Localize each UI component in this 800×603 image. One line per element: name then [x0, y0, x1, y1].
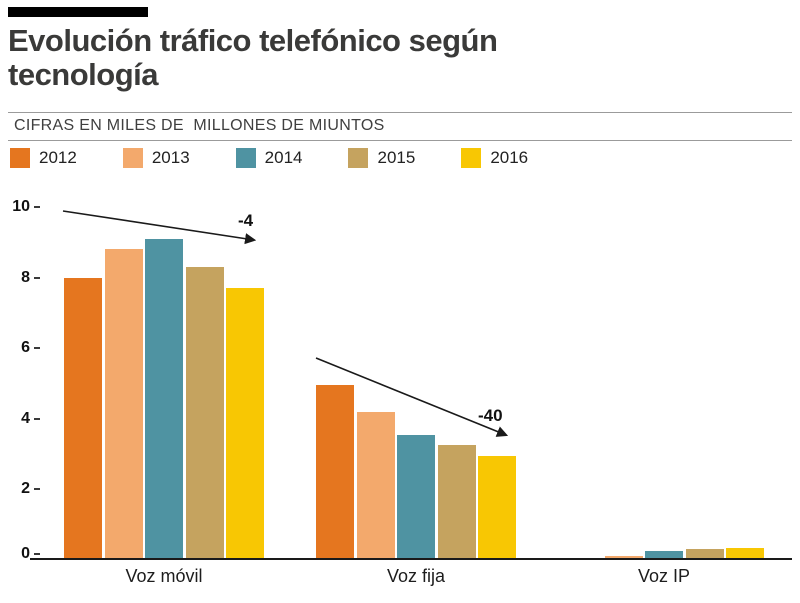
- legend-swatch-icon: [235, 148, 256, 168]
- bar-2014: [397, 434, 435, 560]
- chart-legend: 2012 2013 2014 2015 2016: [10, 148, 528, 168]
- y-axis-tick: 4: [0, 409, 40, 429]
- y-axis-tick: 2: [0, 479, 40, 499]
- legend-swatch-icon: [122, 148, 143, 168]
- x-axis-label: Voz móvil: [125, 566, 203, 586]
- bar-2012: [64, 277, 102, 560]
- divider: [8, 140, 792, 141]
- legend-item-2013: 2013: [122, 148, 190, 168]
- bar-2016: [726, 547, 764, 560]
- y-axis-tick: 8: [0, 268, 40, 288]
- x-axis-label: Voz IP: [637, 566, 691, 586]
- tick-dash-icon: [34, 347, 40, 350]
- page-title-line2: tecnología: [8, 57, 159, 92]
- legend-item-2015: 2015: [348, 148, 415, 168]
- legend-item-2012: 2012: [10, 148, 77, 168]
- tick-dash-icon: [34, 206, 40, 208]
- legend-swatch-icon: [10, 148, 30, 168]
- tick-dash-icon: [34, 488, 40, 491]
- page-title-line1: Evolución tráfico telefónico según: [8, 23, 498, 58]
- top-accent-bar: [8, 7, 148, 17]
- bar-2016: [478, 455, 516, 560]
- legend-label: 2014: [264, 148, 303, 167]
- y-axis-tick: 6: [0, 338, 40, 358]
- bar-2012: [316, 385, 354, 560]
- tick-dash-icon: [34, 276, 40, 279]
- bar-group-1: [64, 238, 264, 560]
- y-axis-tick-value: 6: [21, 339, 30, 357]
- x-axis-labels: Voz móvil Voz fija Voz IP: [34, 566, 792, 592]
- bar-2015: [685, 549, 724, 560]
- legend-label: 2015: [377, 148, 416, 167]
- bar-2016: [226, 288, 264, 560]
- bar-2014: [645, 551, 683, 560]
- y-axis-tick: 10: [0, 197, 40, 217]
- y-axis-tick-value: 0: [21, 545, 30, 562]
- bar-2015: [185, 267, 224, 560]
- divider: [8, 112, 792, 113]
- bar-2014: [145, 238, 183, 560]
- y-axis-tick-value: 4: [21, 409, 30, 427]
- legend-item-2014: 2014: [235, 148, 303, 168]
- plot-area: [34, 207, 792, 560]
- x-axis-label: Voz fija: [386, 566, 446, 586]
- x-axis-line: [30, 558, 792, 560]
- bar-group-2: [316, 385, 516, 560]
- bar-2015: [437, 445, 476, 560]
- legend-label: 2016: [490, 148, 529, 167]
- tick-dash-icon: [34, 417, 40, 420]
- legend-label: 2013: [151, 148, 190, 167]
- bar-2013: [356, 411, 395, 560]
- legend-label: 2012: [39, 148, 77, 167]
- y-axis-tick: 0: [0, 544, 40, 564]
- legend-swatch-icon: [348, 148, 369, 168]
- legend-item-2016: 2016: [461, 148, 528, 168]
- bar-2013: [104, 249, 143, 560]
- y-axis-tick-value: 8: [21, 268, 30, 286]
- tick-dash-icon: [34, 553, 40, 555]
- legend-swatch-icon: [461, 148, 482, 168]
- chart-subtitle: CIFRAS EN MILES DE MILLONES DE MIUNTOS: [14, 117, 385, 134]
- page-title: Evolución tráfico telefónico según tecno…: [8, 23, 498, 92]
- y-axis-tick-value: 2: [21, 480, 30, 498]
- y-axis-tick-value: 10: [12, 198, 30, 215]
